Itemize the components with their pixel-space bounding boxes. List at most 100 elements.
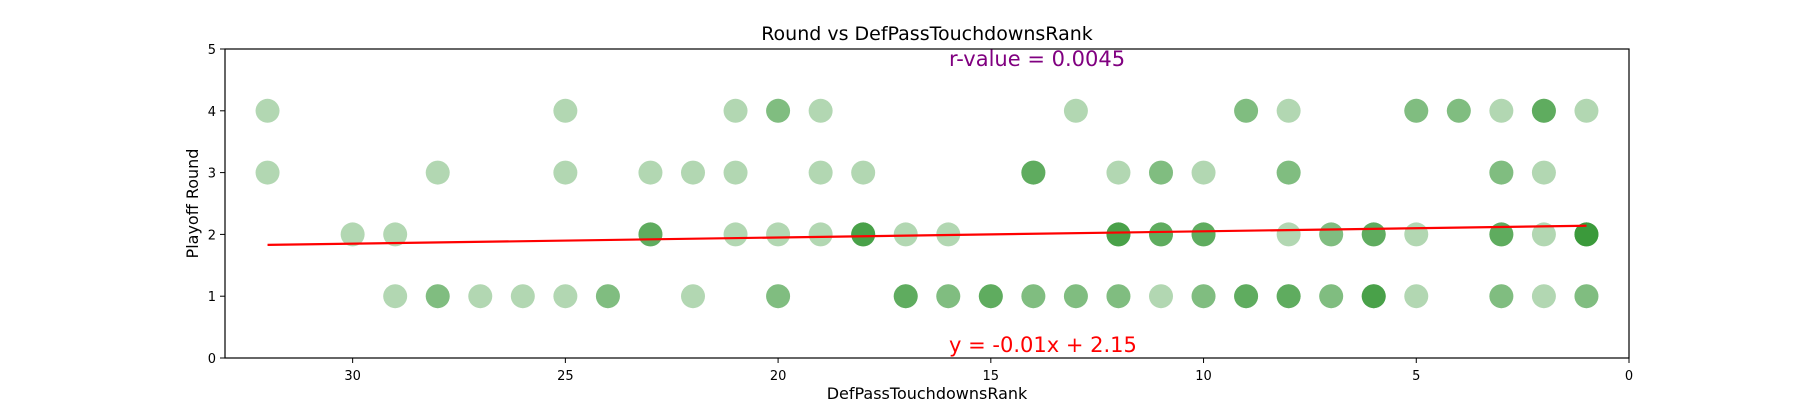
data-point: [595, 284, 620, 309]
data-point: [851, 222, 876, 247]
data-point: [425, 284, 450, 309]
data-point: [1446, 98, 1471, 123]
data-point: [1574, 222, 1599, 247]
data-point: [383, 284, 408, 309]
data-point: [1106, 284, 1131, 309]
data-point: [1106, 222, 1131, 247]
data-point: [1021, 160, 1046, 185]
data-point: [638, 160, 663, 185]
data-point: [1319, 284, 1344, 309]
data-point: [1063, 284, 1088, 309]
data-point: [1574, 284, 1599, 309]
data-point: [1361, 284, 1386, 309]
regression-line: [267, 224, 1587, 247]
x-tick-label: 30: [344, 369, 361, 384]
data-point: [595, 284, 620, 309]
data-point: [766, 98, 791, 123]
data-point: [1234, 284, 1259, 309]
data-point: [1489, 284, 1514, 309]
data-point: [851, 222, 876, 247]
x-tick-label: 20: [770, 369, 787, 384]
data-point: [340, 222, 365, 247]
data-point: [766, 222, 791, 247]
data-point: [1446, 98, 1471, 123]
y-axis: 0 1 2 3 4 5: [208, 43, 225, 367]
data-point: [1106, 160, 1131, 185]
data-point: [1361, 222, 1386, 247]
data-point: [723, 222, 748, 247]
data-point: [1021, 160, 1046, 185]
data-point: [1404, 222, 1429, 247]
data-point: [851, 160, 876, 185]
data-point: [978, 284, 1003, 309]
y-tick-label: 2: [208, 228, 216, 243]
data-point: [1234, 284, 1259, 309]
data-point: [1489, 222, 1514, 247]
x-tick-label: 10: [1195, 369, 1212, 384]
data-point: [1276, 284, 1301, 309]
data-point: [1149, 222, 1173, 247]
data-point: [1106, 222, 1131, 247]
data-point: [510, 284, 535, 309]
data-point: [1276, 160, 1301, 185]
data-point: [425, 284, 450, 309]
data-point: [1489, 284, 1514, 309]
data-point: [1276, 160, 1301, 185]
data-point: [1531, 98, 1556, 123]
data-point: [1276, 98, 1301, 123]
data-point: [1361, 284, 1386, 309]
data-point: [1531, 98, 1556, 123]
data-point: [1234, 284, 1259, 309]
data-point: [1149, 160, 1173, 185]
y-tick-label: 5: [208, 43, 216, 58]
x-tick-label: 15: [983, 369, 1000, 384]
data-point: [1574, 222, 1599, 247]
x-axis: 30 25 20 15 10 5 0: [344, 358, 1633, 384]
data-point: [766, 284, 791, 309]
data-point: [808, 222, 833, 247]
data-point: [893, 284, 918, 309]
data-point: [1234, 98, 1259, 123]
data-point: [681, 160, 705, 185]
data-point: [1021, 284, 1046, 309]
data-point: [1489, 222, 1514, 247]
data-point: [1319, 284, 1344, 309]
data-point: [978, 284, 1003, 309]
data-point: [425, 160, 450, 185]
data-point: [255, 160, 280, 185]
data-point: [723, 160, 748, 185]
data-point: [1361, 284, 1386, 309]
data-point: [553, 284, 578, 309]
data-point: [766, 98, 791, 123]
y-tick-label: 4: [208, 105, 216, 120]
data-point: [1574, 284, 1599, 309]
data-point: [1319, 222, 1344, 247]
data-point: [383, 222, 408, 247]
data-point: [808, 160, 833, 185]
data-point: [1021, 160, 1046, 185]
y-tick-label: 1: [208, 290, 216, 305]
data-point: [936, 284, 961, 309]
plot-frame: [224, 48, 1630, 359]
data-point: [1531, 222, 1556, 247]
data-point: [1404, 98, 1429, 123]
chart-title: Round vs DefPassTouchdownsRank: [761, 23, 1093, 45]
data-point: [1191, 284, 1216, 309]
data-point: [723, 98, 748, 123]
x-tick-label: 25: [557, 369, 574, 384]
data-point: [1106, 222, 1131, 247]
data-point: [978, 284, 1003, 309]
y-tick-label: 3: [208, 167, 216, 182]
x-tick-label: 5: [1412, 369, 1420, 384]
data-point: [851, 222, 876, 247]
data-point: [893, 222, 918, 247]
data-point: [1574, 222, 1599, 247]
data-point: [1276, 222, 1301, 247]
data-point: [1489, 160, 1514, 185]
data-point: [1404, 98, 1429, 123]
data-point: [1234, 98, 1259, 123]
data-point: [1063, 284, 1088, 309]
data-point: [1149, 222, 1173, 247]
data-point: [893, 284, 918, 309]
